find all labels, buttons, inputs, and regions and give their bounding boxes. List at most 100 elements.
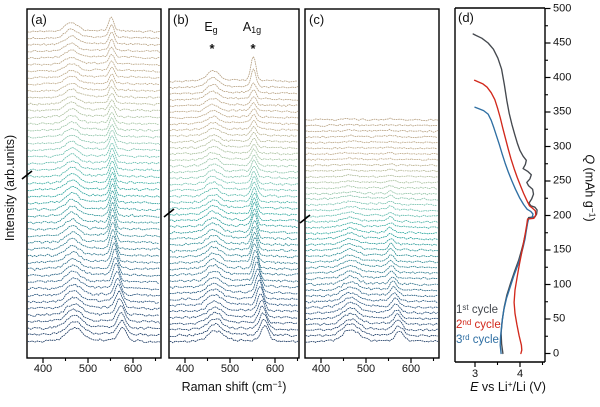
spectrum-line	[27, 183, 160, 205]
voltage-xlabel-sup: +	[507, 378, 513, 389]
spectrum-line	[305, 285, 438, 298]
spectrum-line	[27, 263, 160, 285]
spectrum-line	[305, 254, 438, 264]
panel-c-label: (c)	[309, 12, 325, 27]
spectrum-line	[169, 324, 299, 344]
spectrum-line	[27, 16, 160, 33]
spectrum-line	[27, 201, 160, 225]
spectrum-line	[169, 312, 299, 332]
spectrum-line	[27, 222, 160, 245]
spectrum-line	[305, 140, 438, 144]
spectrum-line	[305, 146, 438, 150]
d-y-tick-label: 500	[553, 2, 572, 14]
cycle-curve-3	[474, 106, 534, 355]
a1g-asterisk: *	[250, 41, 256, 56]
spectrum-line	[27, 228, 160, 251]
spectrum-line	[169, 148, 299, 162]
legend-cycle-number: 3	[456, 334, 463, 346]
d-y-tick-label: 400	[553, 71, 572, 83]
voltage-xlabel-mid: vs Li	[478, 380, 508, 394]
raman-xlabel-main: Raman shift (cm	[181, 380, 273, 394]
spectrum-line	[27, 147, 160, 165]
axis-break-mark	[163, 208, 175, 218]
spectrum-line	[305, 242, 438, 252]
spectrum-line	[169, 255, 299, 277]
spectrum-line	[27, 207, 160, 231]
raman-x-tick-label: 500	[356, 363, 376, 375]
capacity-ylabel-mid: (mAh g	[582, 164, 597, 208]
spectrum-line	[27, 153, 160, 172]
spectrum-line	[27, 271, 160, 291]
spectrum-line	[169, 261, 299, 283]
spectrum-line	[305, 184, 438, 190]
raman-xlabel-end: )	[282, 380, 287, 394]
spectrum-line	[169, 96, 299, 108]
spectrum-line	[169, 319, 299, 338]
raman-x-tick-label: 500	[78, 363, 98, 375]
spectrum-line	[305, 205, 438, 212]
spectrum-line	[305, 168, 438, 173]
spectrum-line	[169, 181, 299, 198]
spectrum-line	[169, 212, 299, 235]
panel-b-border	[168, 8, 300, 359]
spectrum-line	[305, 163, 438, 167]
cycle-curve-1	[472, 33, 538, 355]
legend-cycle-text: cycle	[471, 319, 501, 331]
spectrum-line	[305, 221, 438, 230]
spectrum-line	[27, 283, 160, 304]
spectrum-line	[27, 135, 160, 152]
spectrum-line	[169, 101, 299, 114]
spectrum-line	[305, 179, 438, 184]
spectrum-line	[169, 55, 299, 83]
spectrum-line	[27, 189, 160, 212]
spectrum-line	[169, 82, 299, 95]
legend-item-3: 3rd cycle	[456, 332, 499, 347]
d-x-tick-label: 3	[471, 368, 479, 380]
raman-x-tick-label: 400	[311, 363, 331, 375]
spectrum-line	[27, 319, 160, 337]
spectrum-line	[27, 297, 160, 318]
axis-break-mark	[299, 214, 311, 224]
spectrum-line	[27, 46, 160, 60]
raman-shift-axis-label: Raman shift (cm−1)	[181, 378, 287, 394]
spectrum-line	[169, 208, 299, 229]
spectrum-line	[169, 305, 299, 326]
spectrum-line	[305, 194, 438, 201]
legend-ordinal-suffix: rd	[462, 332, 470, 342]
d-y-tick-label: 300	[553, 140, 572, 152]
spectrum-line	[305, 301, 438, 315]
panel-d-label: (d)	[458, 10, 474, 25]
spectrum-line	[27, 129, 160, 146]
spectrum-line	[27, 195, 160, 218]
spectrum-line	[27, 23, 160, 40]
spectrum-line	[27, 105, 160, 119]
eg-mode-subscript: g	[212, 25, 218, 35]
raman-x-tick-label: 500	[220, 363, 240, 375]
spectrum-line	[27, 235, 160, 258]
raman-x-tick-label: 600	[401, 363, 421, 375]
axis-break-mark	[21, 170, 33, 180]
spectrum-line	[305, 275, 438, 287]
spectrum-line	[169, 125, 299, 138]
spectrum-line	[305, 270, 438, 281]
spectrum-line	[169, 236, 299, 259]
d-y-tick-label: 250	[553, 174, 572, 187]
panel-b-label: (b)	[173, 12, 189, 27]
spectrum-line	[27, 79, 160, 93]
eg-mode-label: Eg	[204, 21, 218, 35]
spectrum-line	[305, 216, 438, 224]
cycle-curve-2	[473, 79, 537, 355]
capacity-axis-label: Q (mAh g−1)	[582, 154, 598, 221]
panel-a-spectra	[27, 16, 160, 344]
spectrum-line	[27, 38, 160, 53]
spectrum-line	[169, 89, 299, 101]
spectrum-line	[305, 123, 438, 127]
spectrum-line	[169, 186, 299, 204]
spectrum-line	[305, 157, 438, 161]
voltage-xlabel-end: /Li (V)	[512, 380, 546, 394]
spectrum-line	[169, 165, 299, 180]
raman-xlabel-sup: −1	[272, 378, 283, 389]
spectrum-line	[305, 231, 438, 241]
d-y-tick-label: 0	[553, 347, 560, 359]
